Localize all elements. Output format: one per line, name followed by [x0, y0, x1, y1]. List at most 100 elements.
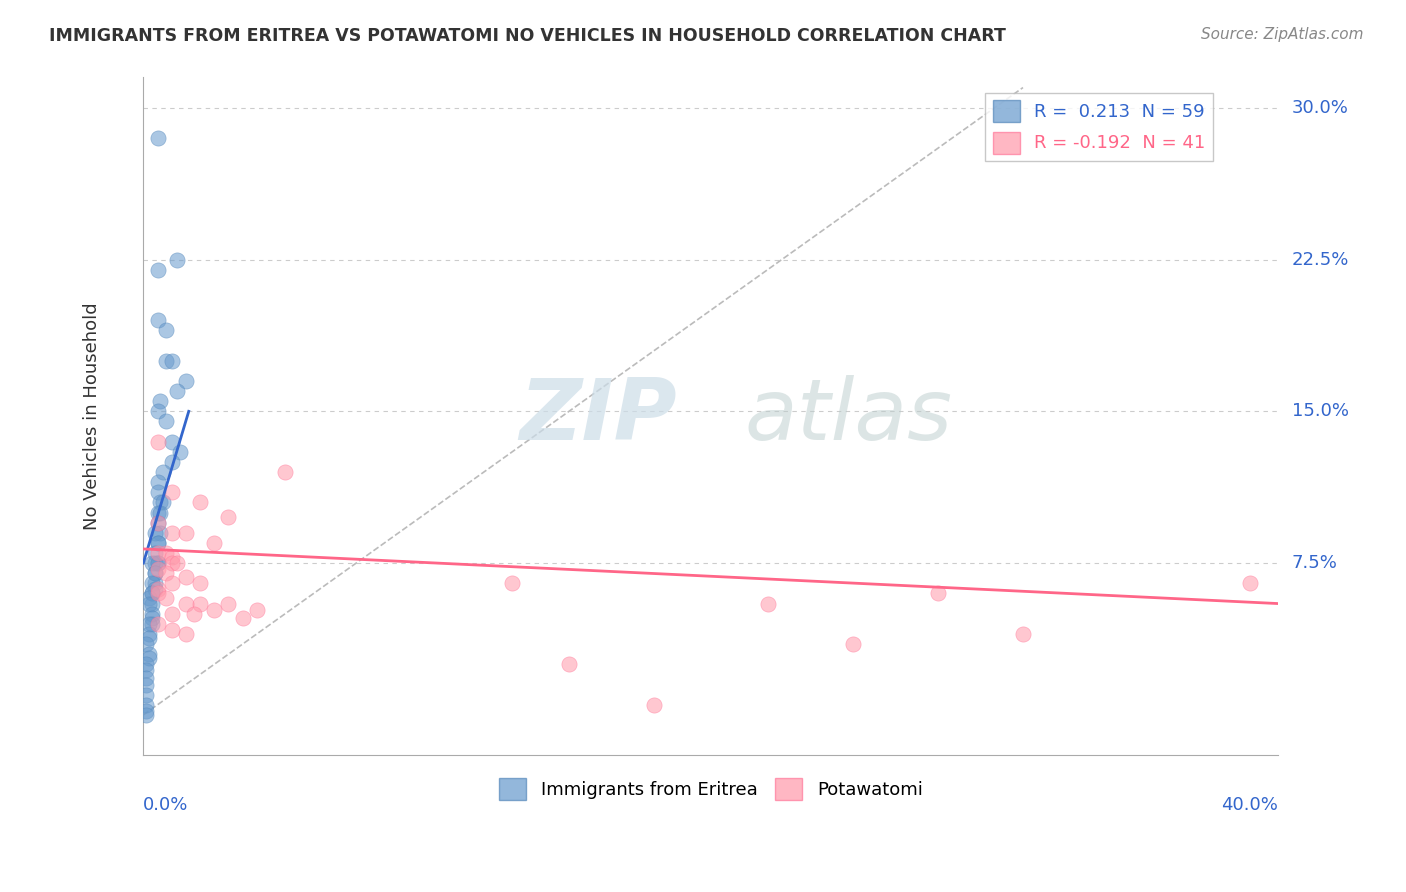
Point [174, 597, 197, 611]
Point [146, 516, 169, 530]
Point [141, 597, 163, 611]
Point [188, 576, 211, 591]
Point [202, 536, 225, 550]
Point [160, 455, 183, 469]
Point [141, 616, 163, 631]
Point [160, 485, 183, 500]
Point [146, 556, 169, 570]
Point [146, 562, 169, 576]
Point [135, 657, 157, 672]
Point [188, 495, 211, 509]
Point [146, 262, 169, 277]
Point [202, 602, 225, 616]
Point [135, 707, 157, 722]
Point [188, 597, 211, 611]
Point [155, 566, 177, 581]
Point [174, 570, 197, 584]
Point [756, 597, 779, 611]
Text: ZIP: ZIP [519, 375, 676, 458]
Text: 0.0%: 0.0% [143, 796, 188, 814]
Point [135, 688, 157, 702]
Point [141, 586, 163, 600]
Point [927, 586, 949, 600]
Text: Source: ZipAtlas.com: Source: ZipAtlas.com [1201, 27, 1364, 42]
Point [135, 677, 157, 691]
Text: IMMIGRANTS FROM ERITREA VS POTAWATOMI NO VEHICLES IN HOUSEHOLD CORRELATION CHART: IMMIGRANTS FROM ERITREA VS POTAWATOMI NO… [49, 27, 1007, 45]
Point [160, 525, 183, 540]
Point [246, 602, 269, 616]
Point [274, 465, 297, 479]
Point [149, 506, 172, 520]
Point [166, 556, 188, 570]
Point [141, 607, 163, 621]
Point [141, 586, 163, 600]
Point [141, 576, 163, 591]
Point [135, 672, 157, 686]
Point [232, 611, 254, 625]
Point [1012, 627, 1035, 641]
Point [135, 698, 157, 712]
Point [143, 566, 166, 581]
Text: 22.5%: 22.5% [1292, 251, 1350, 268]
Text: 40.0%: 40.0% [1222, 796, 1278, 814]
Point [146, 475, 169, 490]
Point [160, 549, 183, 564]
Point [501, 576, 523, 591]
Point [143, 566, 166, 581]
Point [146, 556, 169, 570]
Point [135, 664, 157, 678]
Point [138, 647, 160, 661]
Point [841, 637, 863, 651]
Point [135, 704, 157, 718]
Point [138, 651, 160, 665]
Point [174, 627, 197, 641]
Point [149, 495, 172, 509]
Point [160, 623, 183, 637]
Point [160, 576, 183, 591]
Point [146, 546, 169, 560]
Point [149, 525, 172, 540]
Point [217, 509, 239, 524]
Text: 15.0%: 15.0% [1292, 402, 1348, 420]
Point [155, 353, 177, 368]
Legend: Immigrants from Eritrea, Potawatomi: Immigrants from Eritrea, Potawatomi [492, 771, 929, 807]
Point [183, 607, 205, 621]
Point [146, 313, 169, 327]
Point [155, 591, 177, 605]
Point [143, 525, 166, 540]
Point [169, 445, 191, 459]
Point [146, 485, 169, 500]
Point [138, 616, 160, 631]
Point [152, 465, 174, 479]
Point [146, 586, 169, 600]
Text: atlas: atlas [745, 375, 953, 458]
Point [143, 582, 166, 597]
Point [643, 698, 665, 712]
Text: 7.5%: 7.5% [1292, 554, 1339, 572]
Point [146, 536, 169, 550]
Point [146, 616, 169, 631]
Point [1239, 576, 1261, 591]
Point [155, 414, 177, 428]
Point [138, 631, 160, 645]
Point [143, 576, 166, 591]
Point [166, 384, 188, 398]
Point [160, 353, 183, 368]
Point [146, 131, 169, 145]
Point [174, 374, 197, 388]
Point [149, 394, 172, 409]
Point [217, 597, 239, 611]
Point [146, 582, 169, 597]
Point [141, 611, 163, 625]
Text: No Vehicles in Household: No Vehicles in Household [83, 302, 101, 530]
Point [146, 434, 169, 449]
Point [146, 536, 169, 550]
Point [160, 434, 183, 449]
Point [166, 252, 188, 267]
Point [160, 556, 183, 570]
Point [138, 591, 160, 605]
Point [558, 657, 581, 672]
Point [146, 506, 169, 520]
Point [146, 404, 169, 418]
Point [155, 546, 177, 560]
